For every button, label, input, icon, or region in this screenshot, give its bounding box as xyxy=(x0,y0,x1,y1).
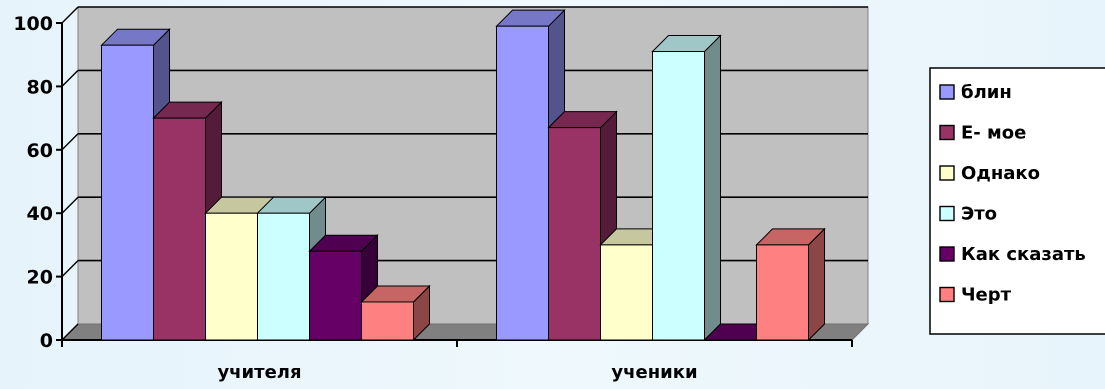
bar-side xyxy=(808,227,825,342)
y-tick-label: 80 xyxy=(27,76,53,98)
legend-swatch xyxy=(939,205,955,222)
legend-swatch xyxy=(939,165,955,181)
legend-swatch xyxy=(939,84,955,100)
bar-front xyxy=(361,301,414,341)
bar xyxy=(308,234,379,342)
x-category-label: ученики xyxy=(611,362,697,383)
legend-label: Черт xyxy=(961,285,1012,306)
legend-label: Это xyxy=(961,204,997,225)
legend-label: Как сказать xyxy=(961,244,1086,265)
y-tick-label: 60 xyxy=(27,140,53,162)
gridline-connector xyxy=(61,6,79,24)
bar xyxy=(547,110,618,342)
bar-front xyxy=(548,127,601,341)
bar xyxy=(755,227,826,342)
bar-front xyxy=(205,212,258,341)
bar-front xyxy=(496,25,549,341)
x-category-label: учителя xyxy=(217,362,301,383)
gridline-connector xyxy=(61,196,79,214)
bar-front xyxy=(756,244,809,341)
bar-side xyxy=(704,34,721,342)
bar-front xyxy=(257,212,310,341)
bar-front xyxy=(652,51,705,341)
legend-swatch xyxy=(939,246,955,262)
y-tick-label: 20 xyxy=(27,267,53,289)
bar-front xyxy=(309,250,362,341)
bar-front xyxy=(600,244,653,341)
y-tick-label: 100 xyxy=(13,13,53,35)
bar-front xyxy=(101,44,154,341)
gridline-connector xyxy=(61,133,79,151)
legend-label: Однако xyxy=(961,163,1040,184)
y-tick-label: 40 xyxy=(27,203,53,225)
legend-label: Е- мое xyxy=(961,123,1026,144)
bar xyxy=(651,34,722,342)
legend-label: блин xyxy=(961,82,1012,103)
legend-swatch xyxy=(939,124,955,141)
gridline-connector xyxy=(61,323,79,341)
bar xyxy=(360,284,431,342)
bar-front xyxy=(153,117,206,341)
legend-box xyxy=(929,67,1105,335)
gridline-connector xyxy=(61,260,79,278)
gridline-connector xyxy=(61,69,79,87)
legend-swatch xyxy=(939,286,955,303)
y-tick-label: 0 xyxy=(40,330,53,352)
